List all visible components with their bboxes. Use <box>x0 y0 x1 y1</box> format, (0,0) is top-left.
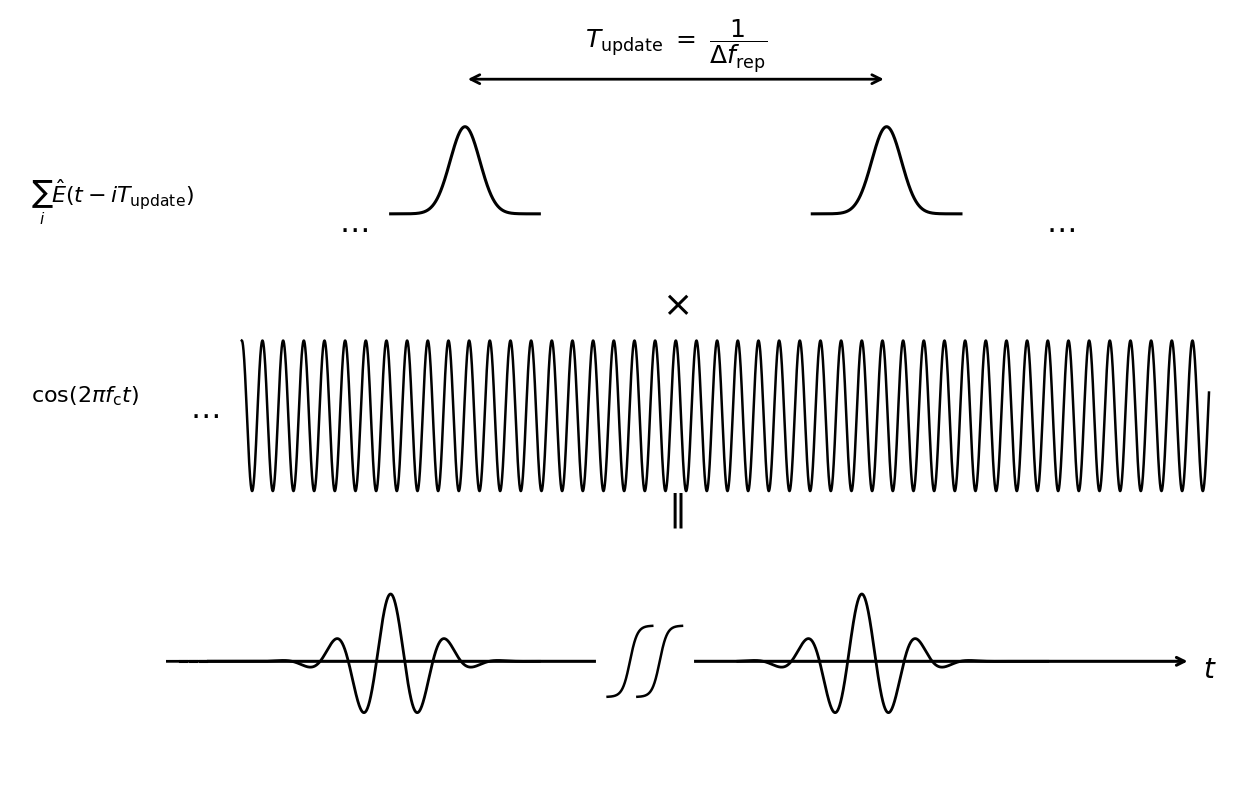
Text: $\|$: $\|$ <box>668 491 683 531</box>
Text: $\cos(2\pi f_{\rm c}t)$: $\cos(2\pi f_{\rm c}t)$ <box>31 384 139 408</box>
Text: $\cdots$: $\cdots$ <box>190 400 219 432</box>
Text: $\cdots$: $\cdots$ <box>1045 214 1075 246</box>
Text: $T_{\rm update}\ =\ \dfrac{1}{\Delta f_{\rm rep}}$: $T_{\rm update}\ =\ \dfrac{1}{\Delta f_{… <box>585 17 766 75</box>
Text: $\cdots$: $\cdots$ <box>339 214 368 246</box>
Text: $\times$: $\times$ <box>662 288 689 322</box>
Text: $t$: $t$ <box>1203 657 1216 684</box>
Text: $\sum_i \hat{E}(t-iT_{\rm update})$: $\sum_i \hat{E}(t-iT_{\rm update})$ <box>31 177 193 227</box>
